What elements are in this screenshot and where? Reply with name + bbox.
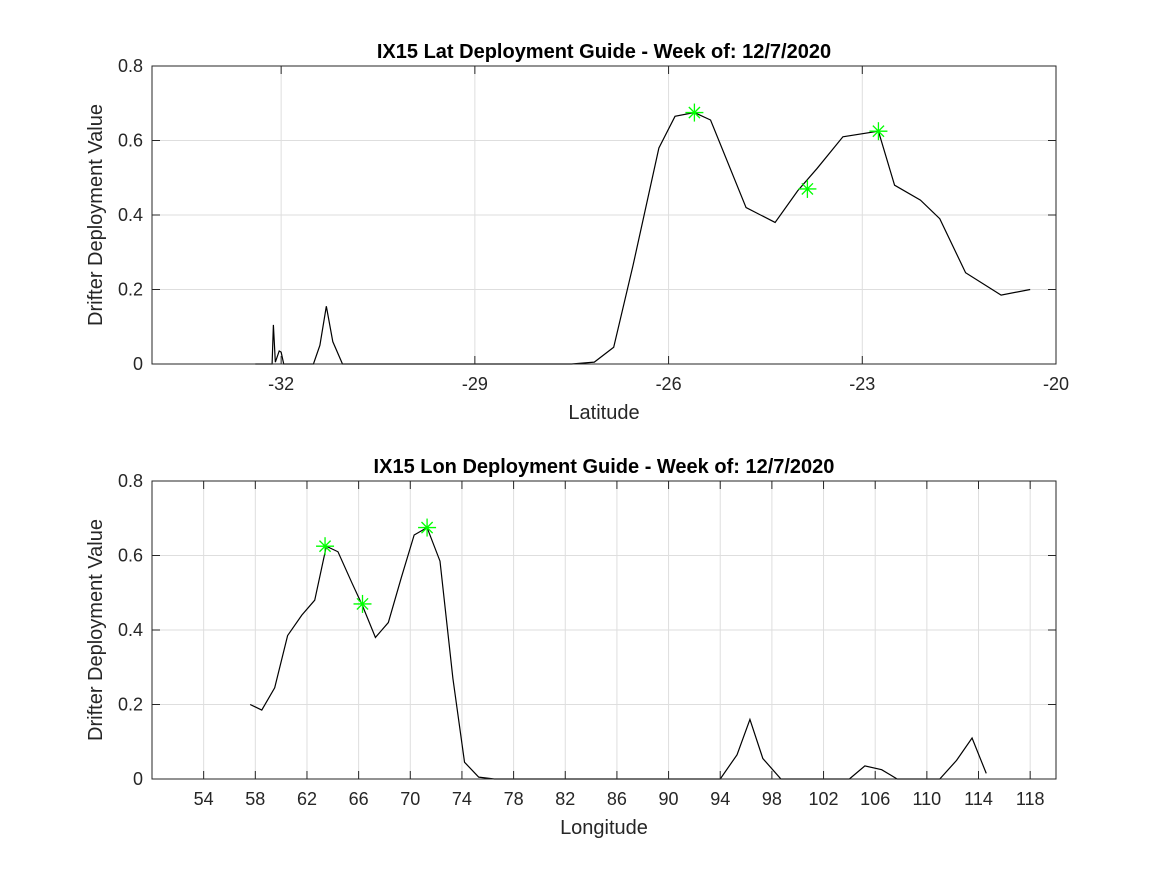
asterisk-stroke	[688, 106, 701, 119]
latitude-plot: -32 -29 -26 -23 -20 0 0.2 0.4 0.6 0.8 IX15 Lat Dep…	[85, 41, 1069, 424]
x-tick-label: 54	[194, 789, 214, 809]
asterisk-marker	[353, 594, 372, 613]
asterisk-marker	[798, 179, 817, 198]
asterisk-stroke	[801, 182, 814, 195]
x-tick-label: 102	[809, 789, 839, 809]
x-tick-label: 66	[349, 789, 369, 809]
x-tick-label: 58	[245, 789, 265, 809]
x-tick-label: 74	[452, 789, 472, 809]
x-axis-label: Longitude	[560, 817, 648, 839]
y-tick-label: 0.4	[118, 620, 143, 640]
asterisk-marker	[869, 122, 888, 141]
asterisk-stroke	[356, 597, 369, 610]
data-line	[255, 111, 1031, 365]
y-tick-label: 0.8	[118, 56, 143, 76]
x-tick-label: 86	[607, 789, 627, 809]
x-tick-label: 78	[504, 789, 524, 809]
x-tick-label: -26	[656, 374, 682, 394]
x-tick-label: 106	[860, 789, 890, 809]
longitude-plot: 54 58 62 66 70 74 78 82 86 90 94 98 102 106 110 114 118 0…	[85, 456, 1057, 839]
y-tick-label: 0	[133, 354, 143, 374]
asterisk-marker	[685, 103, 704, 122]
x-tick-label: 70	[400, 789, 420, 809]
y-tick-label: 0.4	[118, 205, 143, 225]
x-tick-label: 98	[762, 789, 782, 809]
x-tick-label: 90	[659, 789, 679, 809]
x-tick-label: -32	[268, 374, 294, 394]
chart-title: IX15 Lon Deployment Guide - Week of: 12/…	[374, 456, 835, 478]
y-tick-label: 0.6	[118, 131, 143, 151]
y-tick-label: 0.8	[118, 471, 143, 491]
x-tick-label: 94	[710, 789, 730, 809]
x-tick-label: 110	[913, 789, 942, 809]
asterisk-stroke	[421, 521, 434, 534]
x-tick-label: 62	[297, 789, 317, 809]
chart-title: IX15 Lat Deployment Guide - Week of: 12/…	[377, 41, 831, 63]
x-tick-label: -29	[462, 374, 488, 394]
x-tick-label: 118	[1016, 789, 1045, 809]
x-tick-label: 82	[555, 789, 575, 809]
y-tick-label: 0.2	[118, 695, 143, 715]
x-tick-label: -23	[849, 374, 875, 394]
asterisk-stroke	[872, 125, 885, 138]
x-axis-label: Latitude	[568, 402, 639, 424]
asterisk-stroke	[319, 540, 332, 553]
y-tick-label: 0	[133, 769, 143, 789]
asterisk-marker	[418, 518, 437, 537]
y-tick-label: 0.2	[118, 280, 143, 300]
x-tick-label: 114	[964, 789, 993, 809]
data-line	[249, 526, 987, 780]
y-axis-label: Drifter Deployment Value	[85, 519, 107, 741]
asterisk-marker	[316, 537, 335, 556]
x-tick-label: -20	[1043, 374, 1069, 394]
y-axis-label: Drifter Deployment Value	[85, 104, 107, 326]
y-tick-label: 0.6	[118, 546, 143, 566]
